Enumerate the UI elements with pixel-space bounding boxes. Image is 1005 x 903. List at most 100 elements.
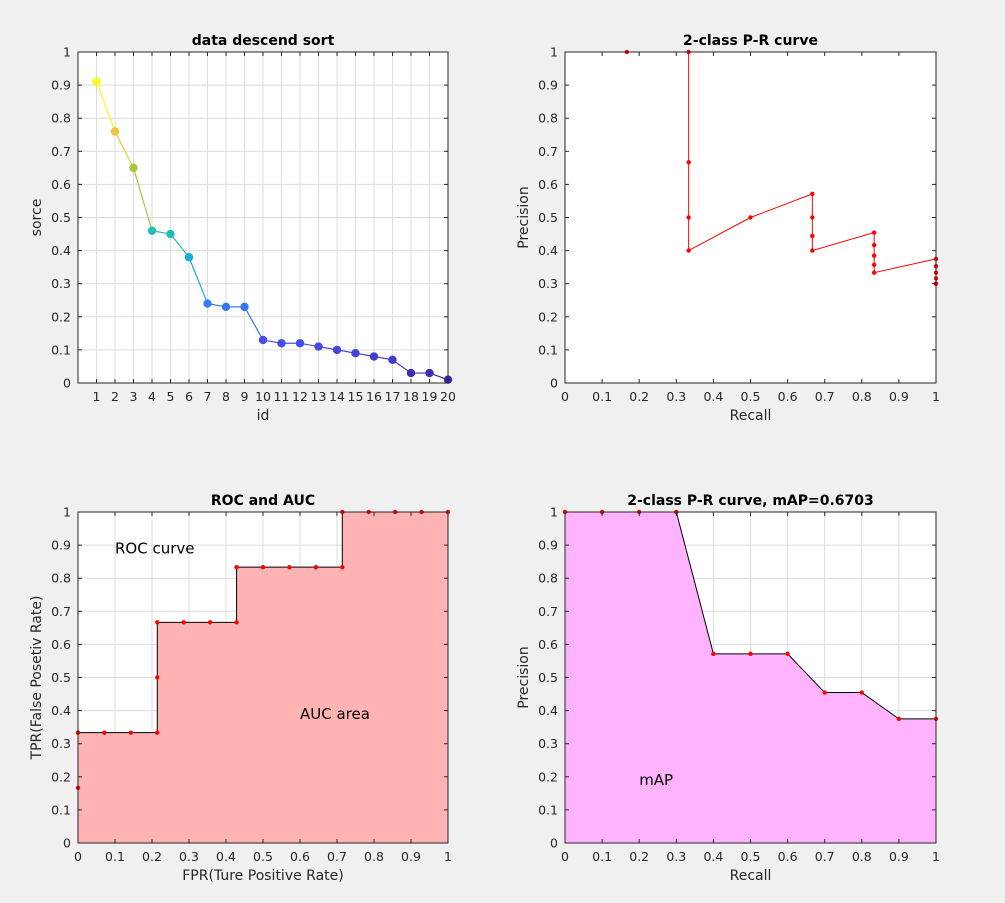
x-tick-label: 0.2 (629, 389, 649, 404)
x-tick-label: 1 (932, 389, 940, 404)
y-tick-label: 0.9 (51, 538, 71, 553)
y-axis-label: TPR(False Posetiv Rate) (29, 596, 45, 761)
data-point (686, 248, 691, 253)
x-tick-label: 0.8 (852, 849, 872, 864)
y-tick-label: 0.5 (538, 210, 558, 225)
x-tick-label: 0.9 (889, 849, 909, 864)
data-point (155, 675, 160, 680)
data-point (340, 564, 345, 570)
data-point (332, 345, 342, 355)
roc-auc-plot: 0 0.1 0.2 0.3 0.4 0.5 0.6 0.7 0.8 0.9 1 0 0.1 0.2 0.3 0… (29, 493, 452, 884)
data-point (234, 564, 239, 570)
x-tick-label: 0 (74, 849, 82, 864)
x-tick-label: 20 (440, 389, 456, 404)
x-tick-label: 0.7 (815, 849, 835, 864)
pr-map-plot: 0 0.1 0.2 0.3 0.4 0.5 0.6 0.7 0.8 0.9 1 0 0.1 0.2 0.3 0… (516, 493, 940, 884)
y-tick-label: 0.3 (51, 736, 71, 751)
data-point (351, 349, 360, 358)
score-segment (132, 167, 153, 231)
y-tick-label: 0.9 (51, 78, 71, 93)
x-tick-label: 15 (348, 389, 364, 404)
x-tick-label: 0.3 (666, 849, 686, 864)
x-tick-label: 11 (274, 389, 290, 404)
x-tick-label: 0.6 (778, 389, 798, 404)
score-segment (170, 233, 190, 258)
y-tick-label: 0.8 (538, 571, 558, 586)
y-tick-label: 1 (63, 45, 71, 60)
data-point (147, 226, 157, 235)
y-tick-label: 0.1 (51, 342, 71, 357)
data-point (871, 230, 877, 235)
y-axis-label: Precision (516, 186, 532, 248)
x-tick-label: 17 (385, 389, 401, 404)
data-point (181, 620, 186, 625)
annotation-text: ROC curve (115, 539, 195, 557)
score-sort-plot: 1 2 3 4 5 6 7 8 9 10 11 12 13 14 15 16 17 18 19 2000.10.20.… (29, 33, 456, 424)
y-axis-label: sorce (29, 199, 45, 237)
score-segment (188, 256, 209, 304)
x-axis-label: FPR(Ture Positive Rate) (182, 868, 343, 884)
y-tick-label: 0.3 (538, 736, 558, 751)
data-point (234, 620, 239, 625)
x-tick-label: 0.1 (105, 849, 125, 864)
y-tick-label: 0.9 (538, 78, 558, 93)
data-point (314, 342, 323, 351)
data-point (810, 233, 815, 239)
x-tick-label: 19 (422, 389, 438, 404)
x-tick-label: 0.6 (778, 849, 798, 864)
data-point (92, 77, 101, 86)
y-tick-label: 0.1 (51, 802, 71, 817)
score-segment (114, 131, 135, 169)
y-tick-label: 0.6 (51, 637, 71, 652)
data-point (155, 730, 160, 735)
x-tick-label: 0.8 (364, 849, 384, 864)
grid-lines (78, 51, 449, 384)
x-tick-label: 0.4 (703, 849, 723, 864)
x-tick-label: 0.5 (741, 849, 761, 864)
data-point (260, 564, 266, 570)
x-tick-label: 0.4 (703, 389, 723, 404)
data-point (129, 163, 138, 173)
y-tick-label: 0.5 (51, 670, 71, 685)
x-tick-label: 0 (561, 389, 569, 404)
area-fill (565, 512, 936, 843)
y-tick-label: 0 (550, 376, 558, 391)
x-tick-label: 14 (329, 389, 345, 404)
pr-curve-plot: 0 0.1 0.2 0.3 0.4 0.5 0.6 0.7 0.8 0.9 1 0 0.1 0.2 0.3 0… (516, 33, 940, 424)
x-tick-label: 0.7 (327, 849, 347, 864)
y-tick-label: 0.4 (538, 243, 558, 258)
y-tick-label: 0.7 (51, 144, 71, 159)
x-tick-label: 9 (241, 389, 249, 404)
x-tick-label: 12 (292, 389, 308, 404)
x-tick-label: 0.5 (741, 389, 761, 404)
data-point (406, 368, 416, 378)
x-tick-label: 6 (185, 389, 193, 404)
x-tick-label: 5 (167, 389, 175, 404)
y-tick-label: 0.2 (51, 309, 71, 324)
y-tick-label: 0.8 (51, 111, 71, 126)
y-tick-label: 0.4 (51, 243, 71, 258)
x-axis-label: id (257, 408, 270, 424)
y-tick-label: 0.2 (538, 769, 558, 784)
y-tick-label: 0.4 (51, 703, 71, 718)
y-tick-label: 0.1 (538, 342, 558, 357)
y-tick-label: 0.8 (51, 571, 71, 586)
data-point (748, 651, 753, 657)
data-point (369, 352, 379, 361)
y-tick-label: 0.7 (51, 604, 71, 619)
data-point (240, 302, 249, 312)
area-fill (78, 512, 448, 843)
x-axis-label: Recall (730, 408, 772, 424)
y-tick-label: 0 (550, 836, 558, 851)
y-tick-label: 0 (63, 376, 71, 391)
x-tick-label: 1 (444, 849, 452, 864)
x-tick-label: 0.6 (290, 849, 310, 864)
data-point (810, 248, 815, 253)
data-point (207, 620, 213, 625)
y-tick-label: 1 (63, 505, 71, 520)
data-point (295, 339, 305, 348)
x-tick-label: 10 (255, 389, 271, 404)
y-tick-label: 0.9 (538, 538, 558, 553)
x-tick-label: 1 (932, 849, 940, 864)
